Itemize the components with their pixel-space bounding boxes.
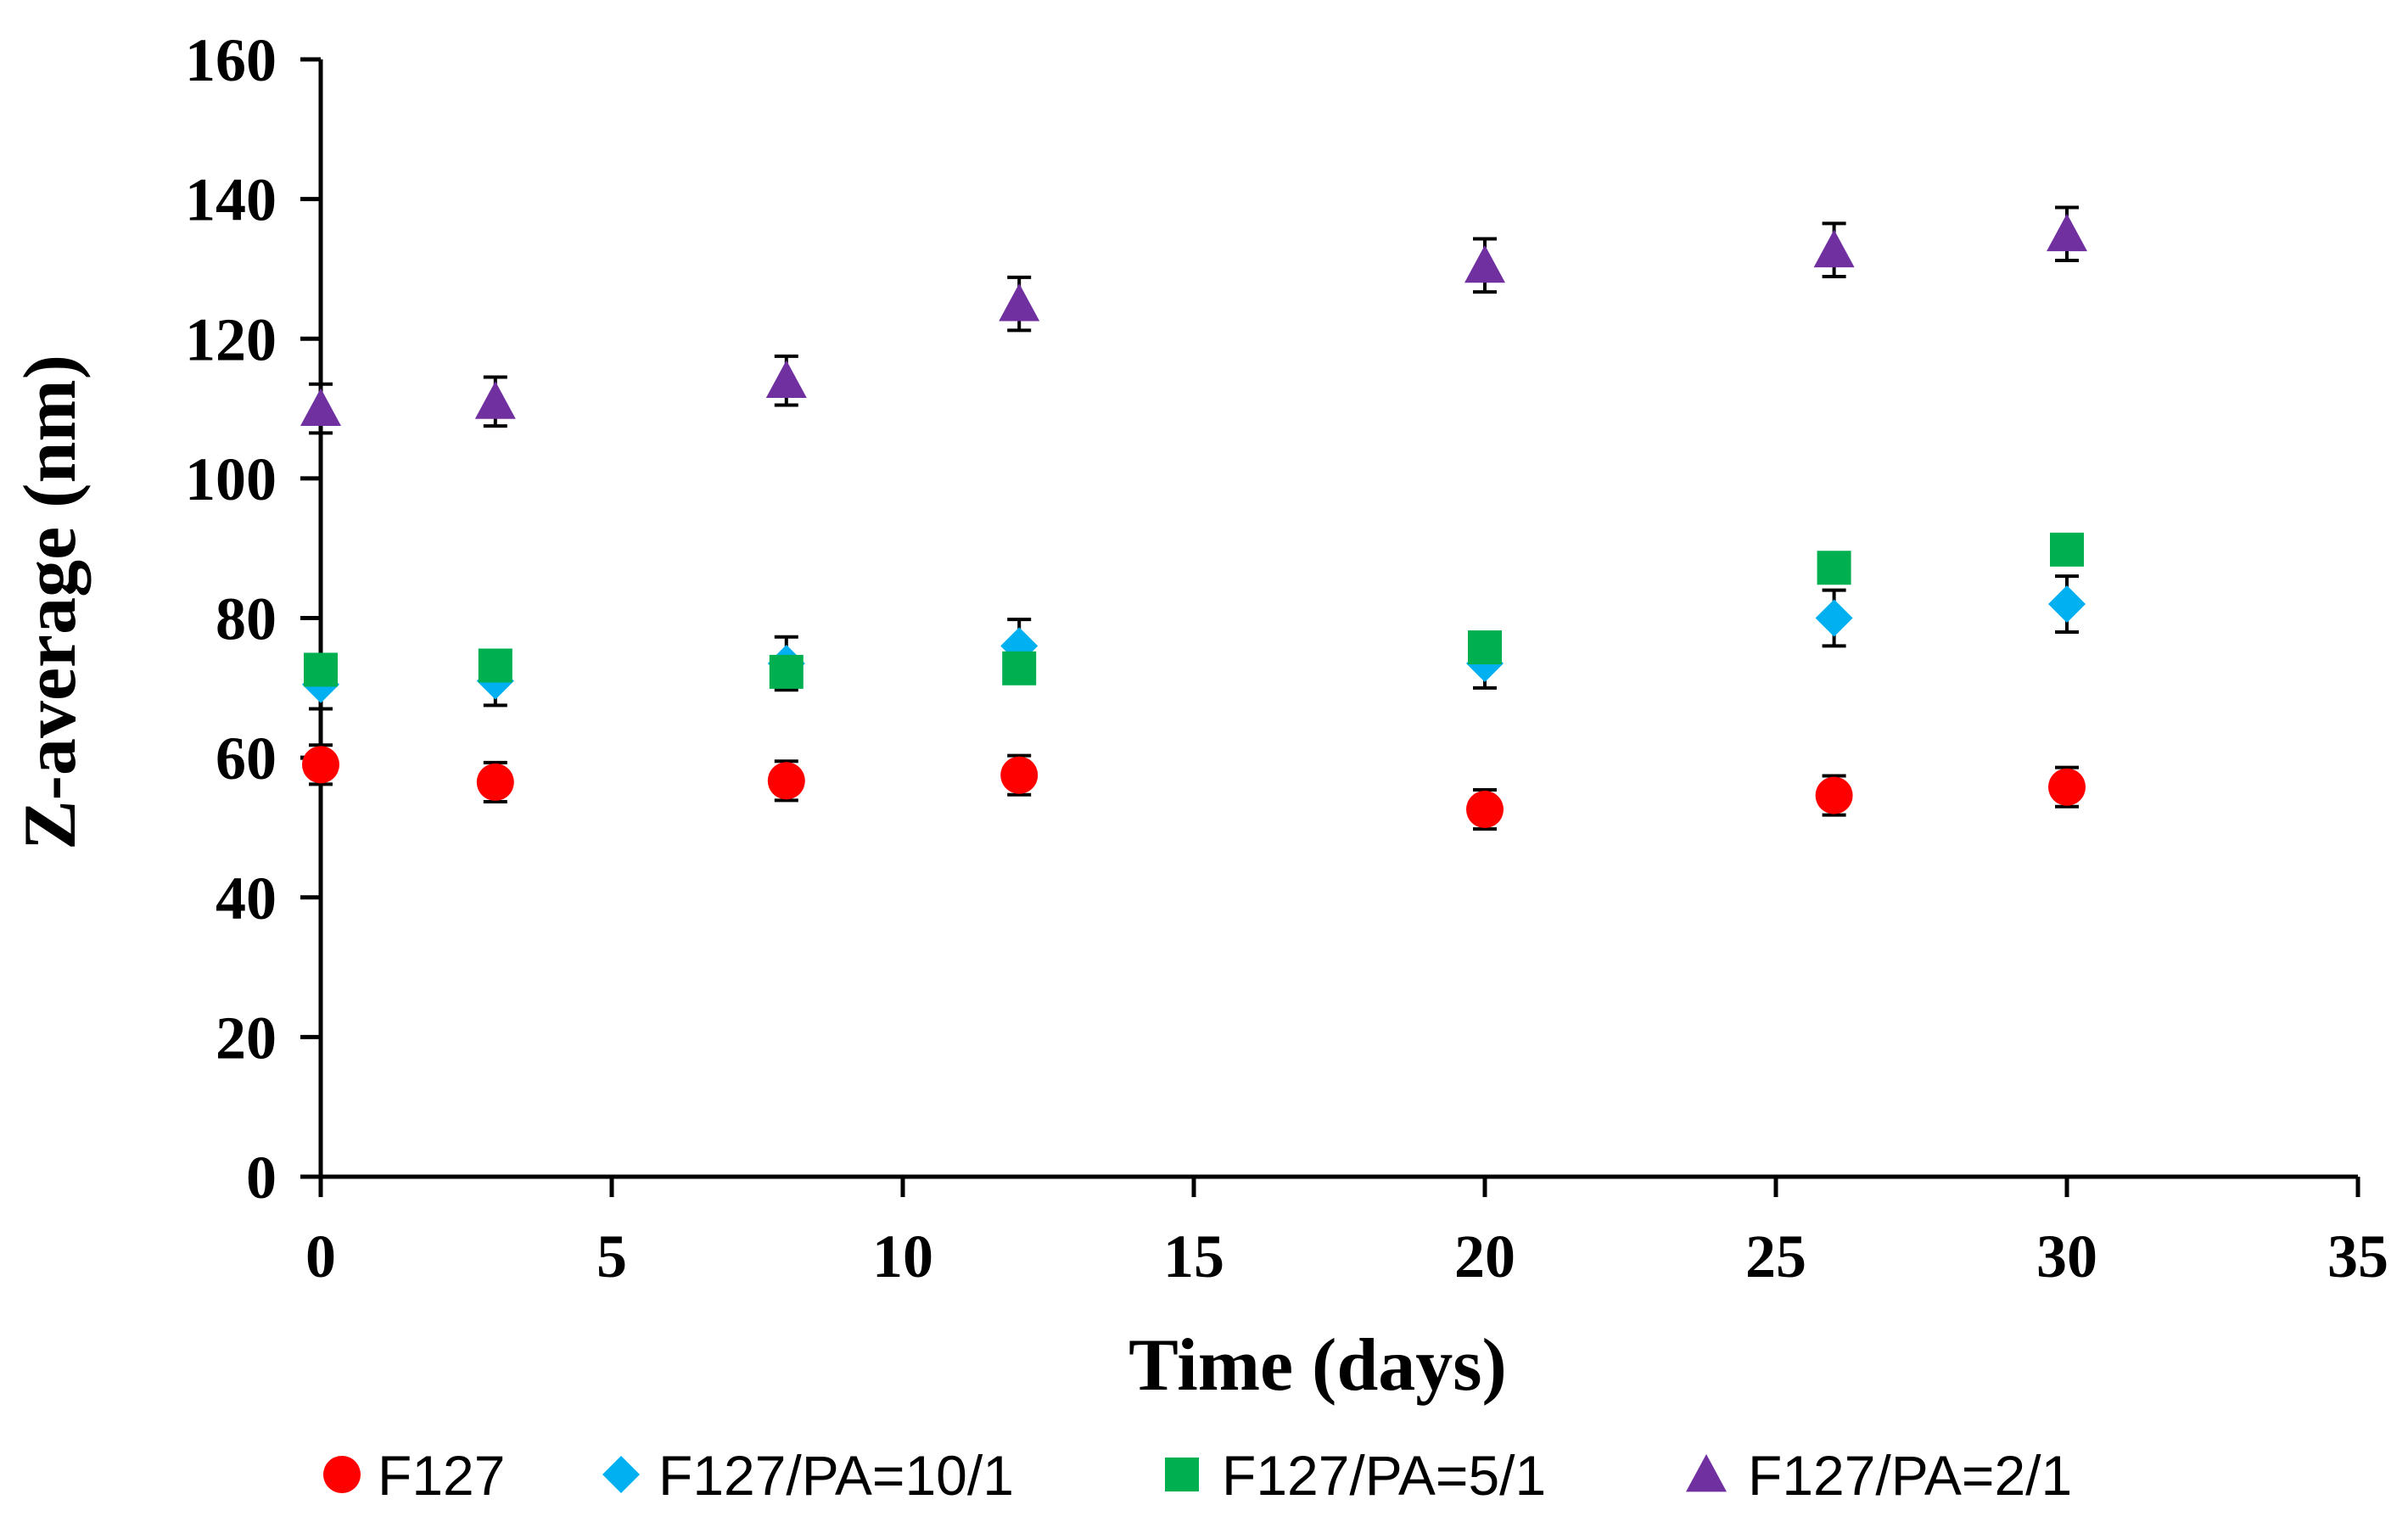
x-tick-label: 30 (2036, 1223, 2097, 1290)
data-point-f127 (1466, 791, 1504, 829)
y-axis-title: Z-average (nm) (9, 355, 92, 850)
data-point-f127 (1000, 756, 1039, 794)
data-point-f127-pa-2-1 (765, 360, 807, 399)
legend: F127 F127/PA=10/1 F127/PA=5/1 F127/PA=2/1 (323, 1444, 2072, 1507)
legend-marker-f127-pa-2-1 (1686, 1454, 1727, 1492)
x-tick-label: 20 (1454, 1223, 1515, 1290)
legend-marker-f127-pa-10-1 (602, 1456, 640, 1493)
x-tick-label: 35 (2327, 1223, 2388, 1290)
y-tick-label: 60 (216, 725, 277, 792)
data-point-f127 (767, 762, 805, 800)
legend-label-f127-pa-2-1: F127/PA=2/1 (1748, 1444, 2072, 1507)
data-point-f127 (1815, 776, 1853, 814)
x-tick-label: 25 (1745, 1223, 1806, 1290)
legend-marker-f127 (323, 1456, 361, 1493)
data-point-f127-pa-5-1 (1002, 651, 1037, 685)
legend-label-f127-pa-10-1: F127/PA=10/1 (658, 1444, 1014, 1507)
data-point-f127-pa-2-1 (474, 381, 516, 419)
y-tick-label: 20 (216, 1004, 277, 1072)
y-tick-label: 120 (185, 305, 277, 373)
data-point-f127-pa-5-1 (478, 648, 512, 683)
data-point-f127 (302, 746, 339, 784)
axes (318, 59, 2358, 1179)
data-point-f127-pa-5-1 (2050, 532, 2084, 567)
data-point-f127-pa-5-1 (769, 654, 804, 689)
y-tick-label: 160 (185, 26, 277, 94)
data-point-f127-pa-5-1 (1468, 630, 1502, 665)
data-point-f127-pa-2-1 (300, 388, 341, 426)
data-point-f127-pa-10-1 (1815, 599, 1853, 637)
data-point-f127-pa-2-1 (999, 283, 1040, 322)
data-point-f127-pa-2-1 (1464, 244, 1505, 283)
data-markers (300, 213, 2087, 829)
y-tick-label: 140 (185, 166, 277, 234)
x-tick-label: 5 (596, 1223, 627, 1290)
data-point-f127 (476, 763, 514, 801)
data-point-f127-pa-5-1 (1817, 551, 1851, 585)
y-tick-label: 100 (185, 445, 277, 513)
legend-marker-f127-pa-5-1 (1165, 1458, 1199, 1491)
error-bars (309, 205, 2079, 831)
y-tick-label: 80 (216, 585, 277, 653)
y-tick-label: 0 (246, 1144, 277, 1211)
data-point-f127-pa-5-1 (304, 652, 338, 687)
x-tick-label: 15 (1163, 1223, 1224, 1290)
axis-ticks: 0 20 40 60 80 100 120 140 160 0 5 10 15 20 25 30 35 (185, 26, 2388, 1290)
x-axis-title: Time (days) (1128, 1324, 1507, 1407)
legend-label-f127-pa-5-1: F127/PA=5/1 (1222, 1444, 1546, 1507)
data-point-f127-pa-2-1 (2047, 213, 2087, 252)
x-tick-label: 0 (305, 1223, 336, 1290)
y-tick-label: 40 (216, 865, 277, 932)
data-point-f127-pa-10-1 (2048, 585, 2086, 624)
x-tick-label: 10 (872, 1223, 933, 1290)
legend-label-f127: F127 (378, 1444, 505, 1507)
data-point-f127-pa-2-1 (1813, 229, 1855, 268)
data-point-f127 (2048, 768, 2086, 806)
